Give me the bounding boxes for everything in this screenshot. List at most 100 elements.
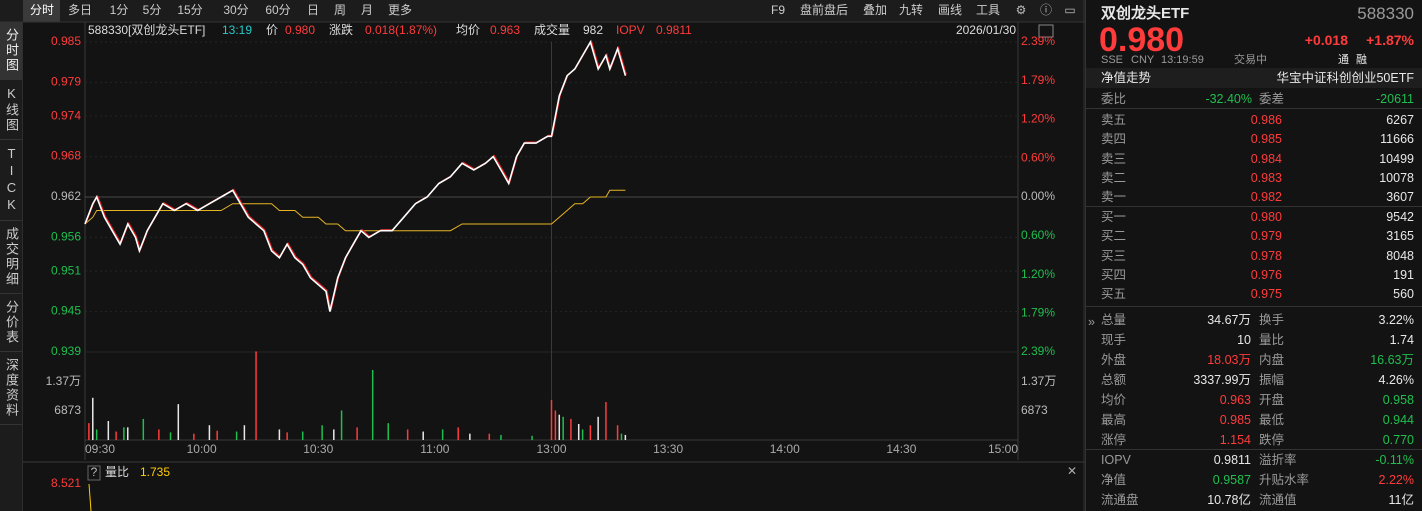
volume-bar xyxy=(177,404,180,440)
stat-label: IOPV xyxy=(1101,453,1131,467)
x-tick-label: 14:30 xyxy=(886,442,916,456)
y-tick-label: 0.956 xyxy=(51,230,81,244)
close-icon[interactable]: ✕ xyxy=(1067,464,1077,478)
stat-label: 跌停 xyxy=(1259,433,1285,447)
stat-value: 0.770 xyxy=(1382,433,1414,447)
book-price: 0.984 xyxy=(1250,151,1282,166)
y2-tick-label: 0.60% xyxy=(1021,150,1055,164)
y-tick-label: 0.979 xyxy=(51,75,81,89)
y2-tick-label: 2.39% xyxy=(1021,344,1055,358)
volume-bar xyxy=(581,429,584,440)
stat-value: 16.63万 xyxy=(1370,353,1414,367)
separator xyxy=(1086,206,1422,207)
sub-label: 量比 xyxy=(105,465,129,479)
quote-flag: 通 xyxy=(1338,54,1349,66)
stat-value: 2.22% xyxy=(1378,473,1414,487)
volume-bar xyxy=(616,425,619,440)
quote-code: 588330 xyxy=(1357,4,1414,23)
stat-label: 最高 xyxy=(1101,413,1127,427)
book-price: 0.983 xyxy=(1250,170,1282,185)
book-volume: 3165 xyxy=(1386,229,1414,244)
side-tabs: 分时图 K线图 TICK 成交明细 分价表 深度资料 xyxy=(0,22,23,511)
toolbar-tool[interactable]: 九转 xyxy=(899,2,923,17)
toolbar-tab[interactable]: 1分 xyxy=(110,3,129,17)
sub-line xyxy=(88,483,92,511)
volume-bar xyxy=(142,418,145,440)
info-item: 0.9811 xyxy=(656,23,692,37)
book-label: 买五 xyxy=(1101,287,1127,302)
panel-text: -32.40% xyxy=(1205,92,1252,106)
toolbar-tab[interactable]: 日 xyxy=(307,3,319,17)
volume-bar xyxy=(620,433,623,440)
toolbar-tool[interactable]: F9 xyxy=(771,3,785,17)
toolbar-tab[interactable]: 多日 xyxy=(68,3,92,17)
book-volume: 191 xyxy=(1393,267,1414,282)
wp-icon[interactable] xyxy=(1038,24,1054,38)
book-price: 0.979 xyxy=(1250,229,1282,244)
toolbar-tool[interactable]: 盘前盘后 xyxy=(800,2,848,17)
stat-value: 0.944 xyxy=(1382,413,1414,427)
volume-bar xyxy=(531,435,533,440)
toolbar-tab[interactable]: 30分 xyxy=(223,3,248,17)
toolbar-tab[interactable]: 更多 xyxy=(388,3,412,17)
toolbar-tool[interactable]: 画线 xyxy=(938,3,962,17)
y-tick-label: 0.968 xyxy=(51,149,81,163)
side-tab[interactable]: K线图 xyxy=(0,80,22,140)
stat-value: 10 xyxy=(1237,333,1251,347)
volume-bar xyxy=(92,397,94,440)
volume-bar xyxy=(115,431,117,440)
x-tick-label: 10:00 xyxy=(187,442,217,456)
volume-bar xyxy=(321,425,323,440)
volume-bar xyxy=(597,416,599,440)
y2-tick-label: 1.79% xyxy=(1021,305,1055,319)
stat-label: 外盘 xyxy=(1101,353,1127,367)
stat-value: 34.67万 xyxy=(1207,313,1251,327)
info-item: IOPV xyxy=(616,23,645,37)
volume-bar xyxy=(340,410,343,440)
stat-label: 总额 xyxy=(1101,373,1127,387)
panel-text: -20611 xyxy=(1376,92,1414,106)
toolbar-tab[interactable]: 15分 xyxy=(177,3,202,17)
toolbar-tab[interactable]: 分时 xyxy=(30,3,54,17)
toolbar-tab[interactable]: 60分 xyxy=(265,3,290,17)
separator xyxy=(1086,108,1422,109)
toolbar-tab[interactable]: 5分 xyxy=(143,3,162,17)
toolbar-tab[interactable]: 周 xyxy=(334,3,346,17)
active-tab-bg xyxy=(23,0,60,22)
book-label: 卖一 xyxy=(1101,190,1127,205)
stat-value: 1.74 xyxy=(1389,333,1414,347)
gear-icon[interactable]: ⚙ xyxy=(1016,3,1027,17)
side-tab[interactable]: 分时图 xyxy=(0,22,22,80)
side-tab[interactable]: 深度资料 xyxy=(0,352,22,425)
side-tab[interactable]: 分价表 xyxy=(0,294,22,352)
volume-bar xyxy=(558,414,561,440)
side-tab[interactable]: TICK xyxy=(0,140,22,221)
stat-label: 量比 xyxy=(1259,333,1285,347)
book-price: 0.978 xyxy=(1250,248,1282,263)
book-label: 买三 xyxy=(1101,248,1127,263)
volume-bar xyxy=(469,433,471,440)
toolbar-tool[interactable]: 工具 xyxy=(976,3,1000,17)
volume-bar xyxy=(406,429,409,440)
toolbar xyxy=(0,0,1085,22)
nav-row-bg xyxy=(1086,68,1422,88)
volume-bar xyxy=(387,423,389,440)
help-box[interactable] xyxy=(87,465,101,481)
book-volume: 10499 xyxy=(1379,151,1414,166)
y-tick-label: 0.974 xyxy=(51,108,81,122)
info-item: 0.980 xyxy=(285,23,315,37)
layout-icon[interactable]: ▭ xyxy=(1064,3,1075,17)
volume-bar xyxy=(235,431,238,440)
y2-tick-label: 1.79% xyxy=(1021,73,1055,87)
x-tick-label: 13:30 xyxy=(653,442,683,456)
toolbar-tool[interactable]: 叠加 xyxy=(863,3,887,17)
toolbar-tab[interactable]: 月 xyxy=(361,3,373,17)
info-icon[interactable]: ⓘ xyxy=(1040,3,1052,17)
stat-label: 净值 xyxy=(1101,473,1127,487)
side-tab[interactable]: 成交明细 xyxy=(0,221,22,294)
quote-meta: CNY xyxy=(1131,54,1155,66)
collapse-icon[interactable]: » xyxy=(1088,315,1095,329)
book-price: 0.985 xyxy=(1250,132,1282,147)
stat-label: 涨停 xyxy=(1101,433,1127,447)
